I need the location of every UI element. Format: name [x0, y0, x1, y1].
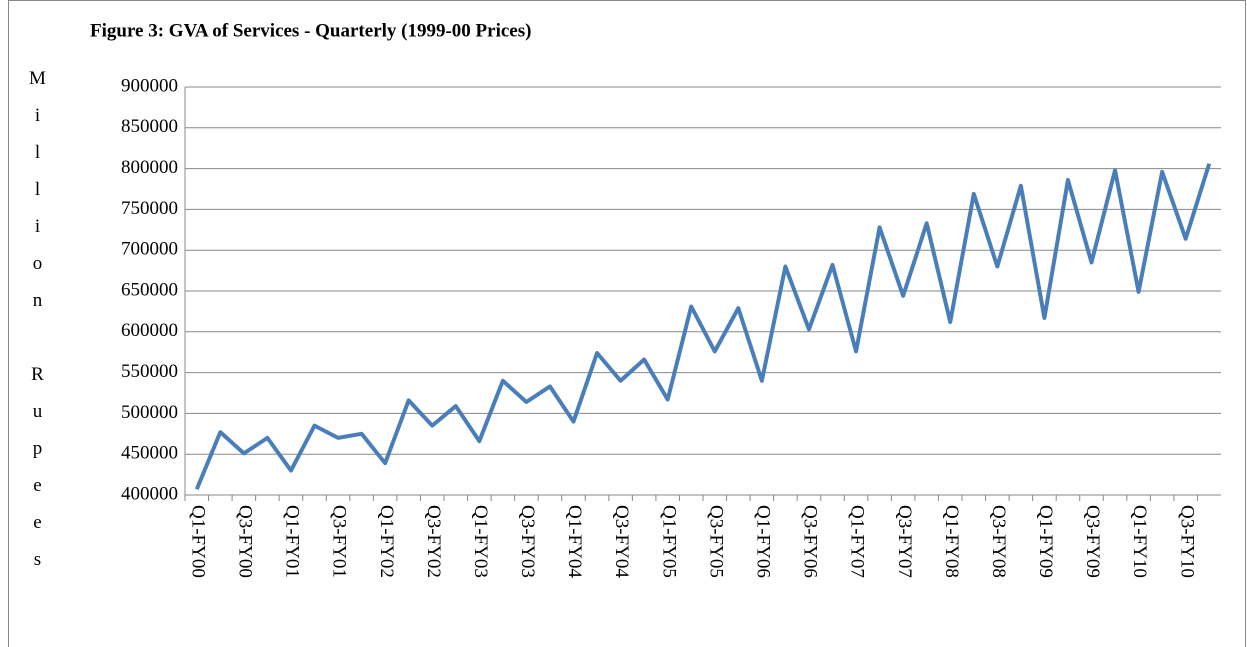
x-tick-label: Q3-FY07	[894, 505, 915, 578]
y-axis-label: Million Rupees	[27, 68, 48, 586]
y-tick-label: 450000	[121, 443, 178, 464]
x-tick-label: Q1-FY06	[753, 505, 774, 578]
x-tick-label: Q3-FY06	[800, 505, 821, 578]
y-tick-label: 500000	[121, 402, 178, 423]
y-tick-label: 900000	[121, 75, 178, 96]
frame	[8, 0, 1246, 647]
x-tick-label: Q1-FY10	[1129, 505, 1150, 578]
y-tick-label: 400000	[121, 483, 178, 504]
y-tick-label: 600000	[121, 320, 178, 341]
x-tick-label: Q1-FY09	[1035, 505, 1056, 578]
y-tick-label: 850000	[121, 116, 178, 137]
y-tick-label: 700000	[121, 239, 178, 260]
x-tick-label: Q3-FY05	[705, 505, 726, 578]
x-tick-label: Q1-FY05	[658, 505, 679, 578]
y-tick-label: 650000	[121, 279, 178, 300]
x-tick-label: Q3-FY08	[988, 505, 1009, 578]
chart-title: Figure 3: GVA of Services - Quarterly (1…	[90, 20, 531, 41]
x-tick-label: Q3-FY09	[1082, 505, 1103, 578]
x-tick-label: Q3-FY02	[423, 505, 444, 578]
x-tick-label: Q1-FY02	[376, 505, 397, 578]
x-tick-label: Q1-FY08	[941, 505, 962, 578]
y-tick-label: 550000	[121, 361, 178, 382]
x-tick-label: Q1-FY04	[564, 505, 585, 578]
x-tick-label: Q1-FY07	[847, 505, 868, 578]
x-tick-label: Q3-FY04	[611, 505, 632, 578]
y-tick-label: 750000	[121, 198, 178, 219]
x-tick-label: Q1-FY01	[282, 505, 303, 578]
x-tick-label: Q3-FY03	[517, 505, 538, 578]
x-tick-label: Q1-FY03	[470, 505, 491, 578]
x-tick-label: Q3-FY10	[1176, 505, 1197, 578]
line-series	[194, 163, 1212, 491]
x-tick-label: Q3-FY01	[329, 505, 350, 578]
x-tick-label: Q3-FY00	[235, 505, 256, 578]
x-tick-label: Q1-FY00	[187, 505, 208, 578]
y-tick-label: 800000	[121, 157, 178, 178]
